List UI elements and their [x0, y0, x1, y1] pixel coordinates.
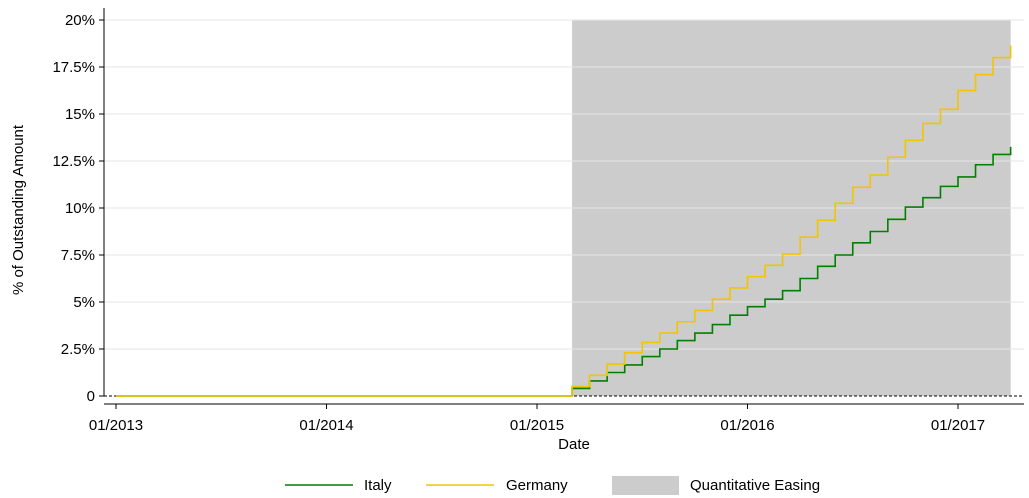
y-tick-label: 12.5% [52, 153, 95, 170]
y-tick-label: 7.5% [61, 247, 95, 264]
x-tick-label: 01/2017 [931, 417, 985, 434]
y-tick-label: 20% [65, 12, 95, 29]
x-tick-label: 01/2016 [720, 417, 774, 434]
legend-qe-swatch [612, 476, 679, 495]
series-line-italy [116, 146, 1012, 397]
legend-qe-label: Quantitative Easing [690, 477, 820, 494]
x-tick-labels: 01/2013 01/2014 01/2015 01/2016 01/2017 [89, 417, 985, 434]
y-tick-label: 2.5% [61, 341, 95, 358]
series-line-germany [116, 45, 1012, 397]
legend-italy-label: Italy [364, 477, 392, 494]
legend-germany-label: Germany [506, 477, 568, 494]
y-tick-label: 10% [65, 200, 95, 217]
y-axis-title: % of Outstanding Amount [10, 124, 27, 295]
x-tick-label: 01/2015 [510, 417, 564, 434]
series-lines [116, 45, 1012, 397]
x-tick-label: 01/2013 [89, 417, 143, 434]
y-tick-label: 0 [87, 388, 95, 405]
legend: Italy Germany Quantitative Easing [285, 476, 820, 495]
x-axis-title: Date [558, 436, 590, 453]
axes [99, 8, 1024, 409]
y-tick-label: 15% [65, 106, 95, 123]
gridlines [104, 19, 1024, 350]
y-tick-label: 17.5% [52, 59, 95, 76]
x-tick-label: 01/2014 [299, 417, 353, 434]
y-tick-labels: 0 2.5% 5% 7.5% 10% 12.5% 15% 17.5% 20% [52, 12, 95, 405]
y-tick-label: 5% [73, 294, 95, 311]
